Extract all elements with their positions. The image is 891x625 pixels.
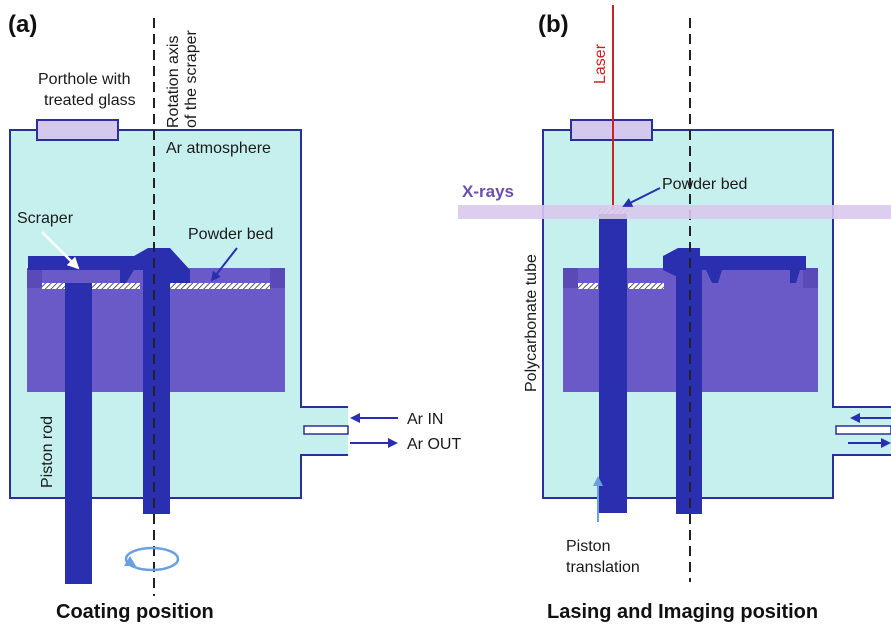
- ar-in-label: Ar IN: [407, 411, 443, 428]
- tube-label: Polycarbonate tube: [523, 254, 540, 392]
- xray-label: X-rays: [462, 182, 514, 201]
- scraper-a: [28, 256, 134, 283]
- rotation-arrow-icon: [124, 546, 180, 572]
- powder-bed-pointer-b: [622, 187, 661, 207]
- piston-rod-a: [65, 283, 92, 584]
- piston-label-line2: translation: [566, 559, 640, 576]
- powder-bed-pointer-a: [210, 247, 238, 282]
- porthole-label-line2: treated glass: [44, 92, 136, 109]
- atmosphere-label: Ar atmosphere: [166, 140, 271, 157]
- piston-rod-label: Piston rod: [39, 416, 56, 488]
- panel-b-letter: (b): [538, 11, 569, 38]
- gas-port-divider-a: [303, 425, 349, 435]
- axis-label-line1: Rotation axis: [165, 36, 182, 129]
- panel-b: (b) Laser X-rays Powder bed: [458, 5, 891, 623]
- porthole-a: [36, 119, 119, 141]
- panel-a-letter: (a): [8, 11, 37, 38]
- laser-label: Laser: [592, 43, 609, 84]
- xray-beam: [458, 205, 891, 219]
- scraper-shaft-a: [143, 256, 170, 514]
- scraper-pointer-arrow: [41, 231, 80, 270]
- piston-label-line1: Piston: [566, 538, 610, 555]
- axis-label-line2: of the scraper: [183, 30, 200, 129]
- powder-bed-label-a: Powder bed: [188, 226, 273, 243]
- panel-a: (a) Porthole with treated glass Rotation…: [8, 11, 461, 623]
- ar-out-label: Ar OUT: [407, 436, 461, 453]
- porthole-b: [570, 119, 653, 141]
- scraper-label: Scraper: [17, 210, 74, 227]
- caption-a: Coating position: [56, 601, 214, 623]
- powder-bed-a-right: [170, 283, 270, 289]
- porthole-label-line1: Porthole with: [38, 71, 131, 88]
- powder-bed-label-b: Powder bed: [662, 176, 747, 193]
- piston-rod-b: [599, 212, 627, 513]
- caption-b: Lasing and Imaging position: [547, 601, 818, 623]
